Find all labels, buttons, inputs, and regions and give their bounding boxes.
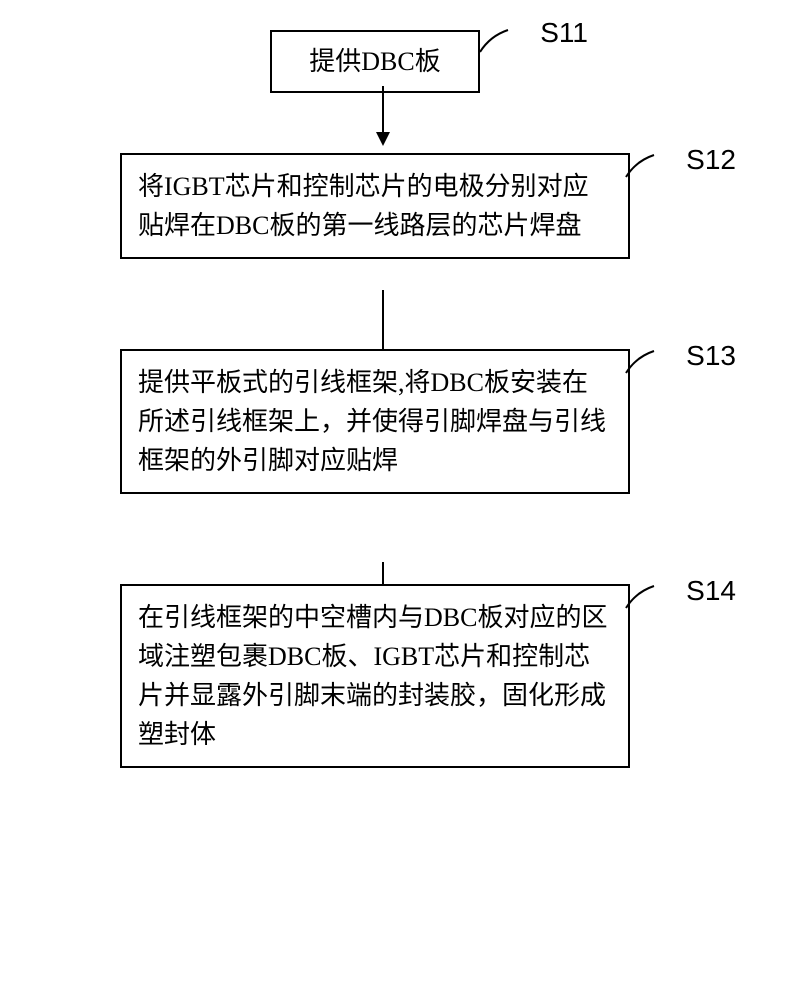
step-2-label: S12 — [686, 139, 736, 181]
flowchart-step-2: 将IGBT芯片和控制芯片的电极分别对应贴焊在DBC板的第一线路层的芯片焊盘 S1… — [120, 153, 630, 259]
step-1-label: S11 — [540, 12, 588, 54]
step-2-text: 将IGBT芯片和控制芯片的电极分别对应贴焊在DBC板的第一线路层的芯片焊盘 — [138, 172, 589, 240]
step-3-bracket — [624, 345, 684, 385]
step-4-label: S14 — [686, 570, 736, 612]
step-3-label: S13 — [686, 335, 736, 377]
step-4-bracket — [624, 580, 684, 620]
flowchart-step-1: 提供DBC板 S11 — [270, 30, 480, 93]
flowchart-step-3: 提供平板式的引线框架,将DBC板安装在所述引线框架上，并使得引脚焊盘与引线框架的… — [120, 349, 630, 494]
step-4-text: 在引线框架的中空槽内与DBC板对应的区域注塑包裹DBC板、IGBT芯片和控制芯片… — [138, 603, 607, 749]
flowchart-step-4: 在引线框架的中空槽内与DBC板对应的区域注塑包裹DBC板、IGBT芯片和控制芯片… — [120, 584, 630, 768]
flowchart-container: 提供DBC板 S11 将IGBT芯片和控制芯片的电极分别对应贴焊在DBC板的第一… — [120, 30, 690, 768]
step-1-bracket — [478, 24, 538, 64]
step-2-bracket — [624, 149, 684, 189]
step-3-text: 提供平板式的引线框架,将DBC板安装在所述引线框架上，并使得引脚焊盘与引线框架的… — [138, 368, 606, 475]
arrow-1 — [373, 86, 393, 148]
step-1-text: 提供DBC板 — [309, 47, 440, 76]
